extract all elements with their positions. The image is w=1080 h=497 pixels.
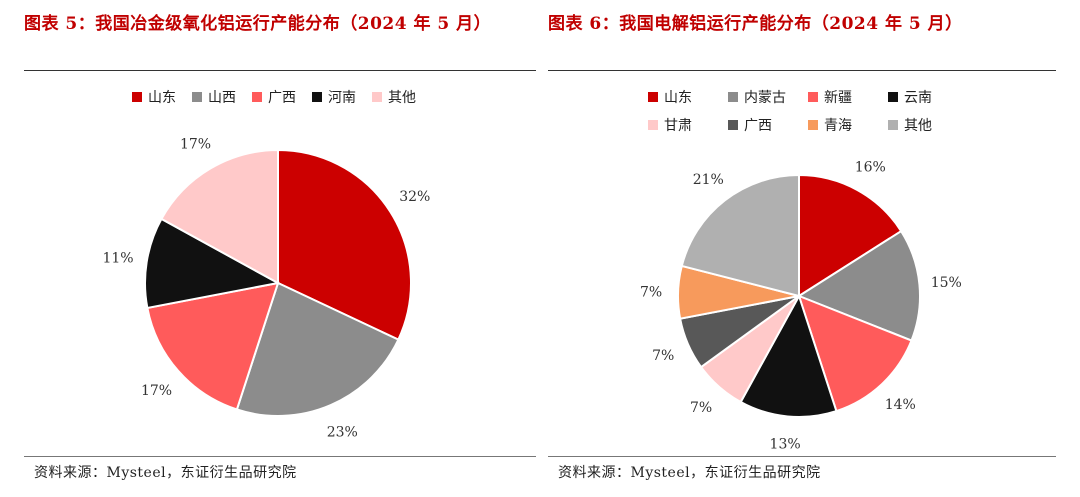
- data-label: 7%: [640, 284, 662, 300]
- pie-chart-alumina: 山东 山西 广西 河南 其他 32% 23% 17% 11% 17%: [102, 90, 430, 441]
- legend-swatch: [372, 92, 382, 102]
- data-label: 7%: [690, 400, 712, 416]
- source-rule: [24, 456, 536, 457]
- legend-swatch: [648, 120, 658, 130]
- legend-swatch: [728, 120, 738, 130]
- pie-slice: [739, 293, 838, 418]
- legend-label: 山东: [664, 90, 692, 106]
- pie-slice: [160, 148, 279, 285]
- legend-label: 山东: [148, 90, 176, 106]
- legend-swatch: [888, 120, 898, 130]
- legend-label: 云南: [904, 90, 932, 106]
- data-label: 7%: [652, 348, 674, 364]
- title-rule: [24, 70, 536, 71]
- legend-swatch: [888, 92, 898, 102]
- legend-label: 广西: [268, 90, 296, 106]
- legend-swatch: [312, 92, 322, 102]
- title-rule: [548, 70, 1056, 71]
- data-label: 11%: [102, 251, 133, 267]
- legend-label: 其他: [388, 90, 416, 106]
- data-label: 32%: [399, 189, 430, 205]
- source-rule: [548, 456, 1056, 457]
- legend-label: 内蒙古: [744, 90, 786, 106]
- data-label: 17%: [180, 137, 211, 153]
- legend-swatch: [252, 92, 262, 102]
- legend-label: 新疆: [824, 90, 852, 106]
- legend-swatch: [132, 92, 142, 102]
- pie-slice: [235, 281, 400, 417]
- data-label: 13%: [770, 436, 801, 452]
- legend-label: 其他: [904, 118, 932, 134]
- legend-label: 广西: [744, 118, 772, 134]
- figure-panel-left: 图表 5：我国冶金级氧化铝运行产能分布（2024 年 5 月） 山东 山西 广西 河南…: [24, 0, 536, 497]
- data-label: 23%: [327, 425, 358, 441]
- legend-label: 甘肃: [664, 118, 692, 134]
- data-label: 15%: [931, 275, 962, 291]
- data-label: 21%: [693, 172, 724, 188]
- data-label: 16%: [855, 159, 886, 175]
- legend-swatch: [648, 92, 658, 102]
- data-label: 17%: [141, 383, 172, 399]
- legend-swatch: [808, 120, 818, 130]
- source-note: 资料来源：Mysteel，东证衍生品研究院: [558, 465, 821, 481]
- data-label: 14%: [885, 397, 916, 413]
- legend-label: 河南: [328, 90, 356, 106]
- pie-slice: [277, 148, 412, 341]
- legend-swatch: [728, 92, 738, 102]
- pie-slice: [796, 229, 921, 342]
- pie-slice: [144, 217, 281, 310]
- legend-swatch: [808, 92, 818, 102]
- legend-label: 山西: [208, 90, 236, 106]
- legend-label: 青海: [824, 118, 852, 134]
- figure-panel-right: 图表 6：我国电解铝运行产能分布（2024 年 5 月） 山东 内蒙古 新疆 云南甘肃…: [548, 0, 1056, 497]
- pie-slice: [146, 281, 280, 411]
- pie-slice: [798, 173, 903, 298]
- legend-swatch: [192, 92, 202, 102]
- figure-title: 图表 5：我国冶金级氧化铝运行产能分布（2024 年 5 月）: [24, 14, 492, 34]
- figure-title: 图表 6：我国电解铝运行产能分布（2024 年 5 月）: [548, 14, 963, 34]
- pie-slice: [680, 173, 800, 298]
- source-note: 资料来源：Mysteel，东证衍生品研究院: [34, 465, 297, 481]
